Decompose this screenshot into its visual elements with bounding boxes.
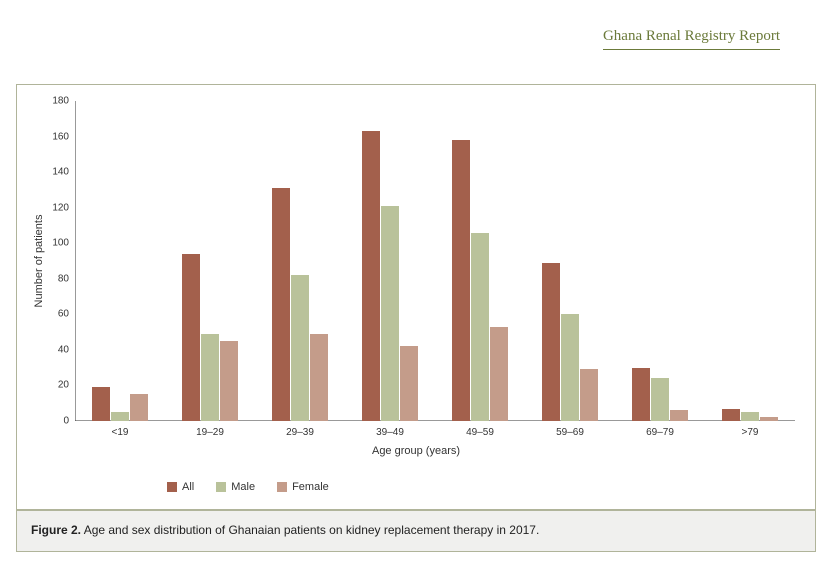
- y-tick-label: 100: [52, 238, 69, 249]
- bar: [130, 394, 148, 421]
- legend: All Male Female: [167, 481, 329, 493]
- bar: [291, 275, 309, 421]
- bar: [92, 387, 110, 421]
- chart-frame: 0 20 40 60 80 100 120 140 160 180 <19 19–29 29–39 39…: [16, 84, 816, 510]
- y-tick-label: 140: [52, 167, 69, 178]
- legend-label: Female: [292, 481, 329, 493]
- x-axis-label: Age group (years): [372, 445, 460, 457]
- y-axis-label: Number of patients: [33, 215, 45, 308]
- y-tick-label: 40: [58, 344, 69, 355]
- bar: [381, 206, 399, 421]
- bar: [632, 368, 650, 421]
- legend-item: All: [167, 481, 194, 493]
- x-tick-label: 59–69: [556, 427, 584, 438]
- y-tick-label: 0: [63, 416, 69, 427]
- x-tick-label: >79: [742, 427, 759, 438]
- bar: [400, 346, 418, 421]
- bar: [182, 254, 200, 421]
- legend-item: Female: [277, 481, 329, 493]
- bar: [490, 327, 508, 421]
- bar: [471, 233, 489, 421]
- report-header: Ghana Renal Registry Report: [603, 28, 780, 50]
- x-tick-label: <19: [112, 427, 129, 438]
- legend-swatch: [277, 482, 287, 492]
- x-tick-label: 29–39: [286, 427, 314, 438]
- y-tick-label: 180: [52, 96, 69, 107]
- y-tick-label: 120: [52, 202, 69, 213]
- plot-area: 020406080100120140160180 <1919–2929–3939…: [75, 101, 795, 421]
- y-tick-label: 60: [58, 309, 69, 320]
- bar: [760, 417, 778, 421]
- legend-label: Male: [231, 481, 255, 493]
- bar: [542, 263, 560, 421]
- x-tick-label: 19–29: [196, 427, 224, 438]
- bar: [272, 188, 290, 421]
- x-tick-label: 49–59: [466, 427, 494, 438]
- caption-text: Age and sex distribution of Ghanaian pat…: [84, 523, 540, 537]
- bars-layer: [75, 101, 795, 421]
- y-tick-label: 80: [58, 273, 69, 284]
- bar: [722, 409, 740, 421]
- y-tick-label: 160: [52, 131, 69, 142]
- x-tick-label: 69–79: [646, 427, 674, 438]
- bar: [651, 378, 669, 421]
- bar: [310, 334, 328, 421]
- y-tick-label: 20: [58, 380, 69, 391]
- bar: [362, 131, 380, 421]
- bar: [561, 314, 579, 421]
- x-tick-label: 39–49: [376, 427, 404, 438]
- caption-label: Figure 2.: [31, 523, 81, 537]
- legend-label: All: [182, 481, 194, 493]
- bar: [201, 334, 219, 421]
- bar: [111, 412, 129, 421]
- legend-item: Male: [216, 481, 255, 493]
- bar: [220, 341, 238, 421]
- bar: [580, 369, 598, 421]
- legend-swatch: [216, 482, 226, 492]
- figure-caption: Figure 2. Age and sex distribution of Gh…: [16, 510, 816, 552]
- bar: [670, 410, 688, 421]
- bar: [452, 140, 470, 421]
- bar: [741, 412, 759, 421]
- legend-swatch: [167, 482, 177, 492]
